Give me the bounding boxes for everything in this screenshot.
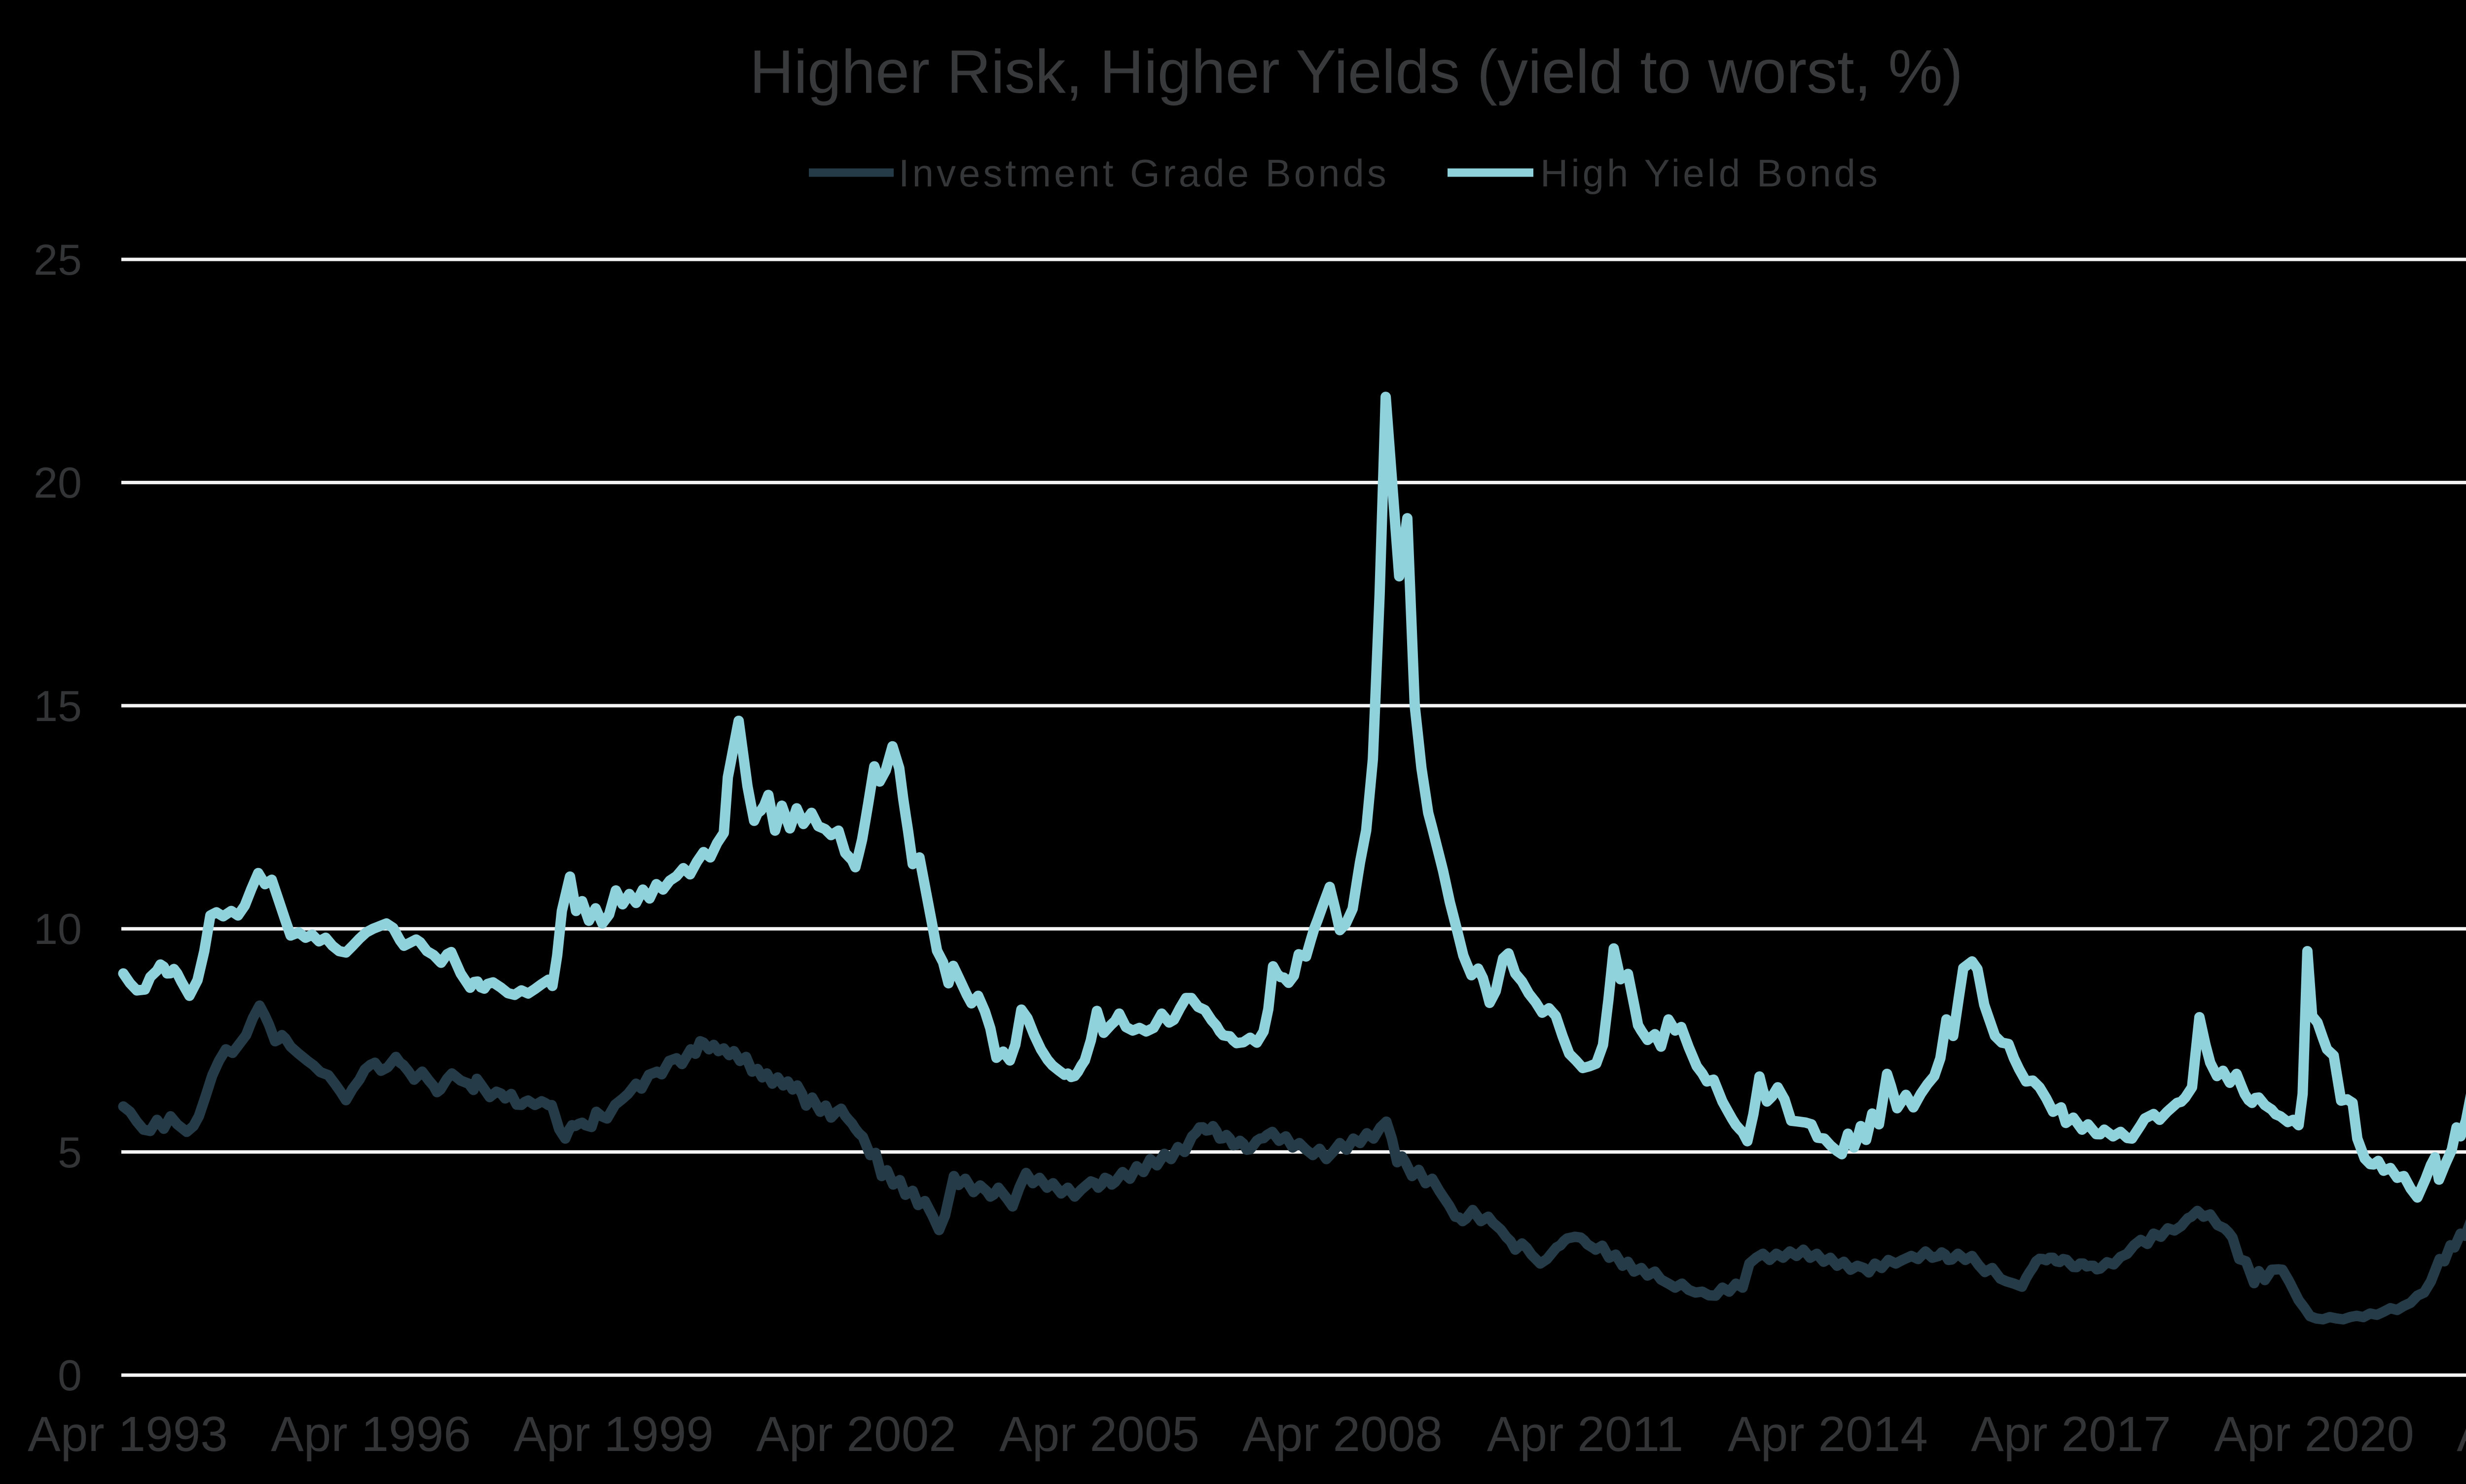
svg-text:High Yield Bonds: High Yield Bonds [1540,151,1881,195]
svg-text:Investment Grade Bonds: Investment Grade Bonds [899,151,1389,195]
svg-text:Higher Risk, Higher Yields (yi: Higher Risk, Higher Yields (yield to wor… [750,38,1963,106]
svg-text:0: 0 [58,1351,82,1400]
svg-text:10: 10 [34,905,82,953]
svg-text:Apr 2008: Apr 2008 [1242,1407,1443,1462]
svg-text:Apr 2005: Apr 2005 [999,1407,1199,1462]
svg-text:Apr 1999: Apr 1999 [513,1407,714,1462]
svg-text:Apr 2014: Apr 2014 [1728,1407,1928,1462]
svg-text:Apr 2020: Apr 2020 [2214,1407,2414,1462]
svg-text:5: 5 [58,1128,82,1177]
svg-text:25: 25 [34,235,82,284]
svg-text:Apr 2017: Apr 2017 [1971,1407,2171,1462]
svg-text:Apr 2002: Apr 2002 [756,1407,956,1462]
svg-text:Apr 1996: Apr 1996 [271,1407,471,1462]
svg-text:Apr 1993: Apr 1993 [28,1407,228,1462]
svg-text:Apr 2011: Apr 2011 [1487,1407,1683,1462]
svg-text:20: 20 [34,458,82,507]
svg-text:15: 15 [34,682,82,730]
svg-text:Apr 2023: Apr 2023 [2457,1407,2466,1462]
